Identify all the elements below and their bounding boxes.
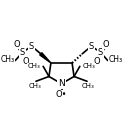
Text: O: O	[94, 56, 100, 66]
Text: O•: O•	[56, 90, 67, 99]
Polygon shape	[40, 53, 51, 63]
Text: CH₃: CH₃	[82, 83, 94, 89]
Text: S: S	[20, 48, 25, 57]
Text: S: S	[98, 48, 103, 57]
Text: S: S	[89, 42, 94, 51]
Text: O: O	[23, 56, 29, 66]
Text: N: N	[58, 79, 65, 88]
Text: CH₃: CH₃	[109, 55, 123, 64]
Text: O: O	[103, 40, 109, 49]
Text: CH₃: CH₃	[83, 63, 95, 69]
Text: O: O	[14, 40, 20, 49]
Text: CH₃: CH₃	[0, 55, 14, 64]
Text: S: S	[29, 42, 34, 51]
Text: CH₃: CH₃	[28, 63, 40, 69]
Text: CH₃: CH₃	[29, 83, 41, 89]
